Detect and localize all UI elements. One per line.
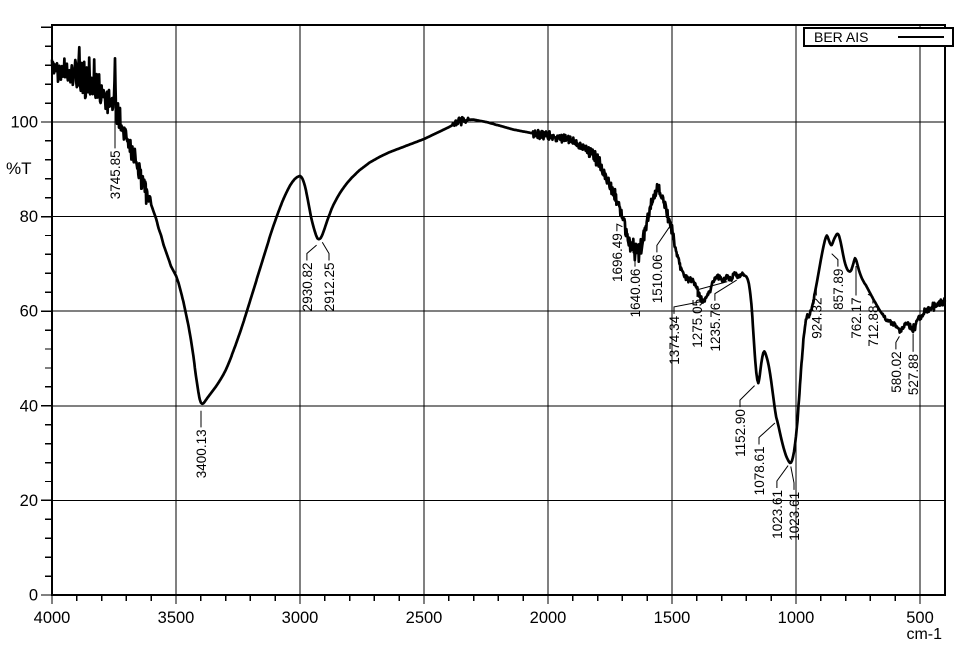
y-tick-label: 40 [20,397,38,415]
peak-label: 1275.05 [690,299,705,348]
y-tick-label: 60 [20,303,38,321]
peak-label: 1023.61 [787,492,802,541]
peak-leader-line [895,336,900,350]
peak-label: 2930.82 [300,263,315,312]
x-tick-label: 500 [906,609,934,627]
peak-label: 762.17 [849,298,864,339]
peak-label: 1510.06 [650,254,665,303]
y-tick-label: 100 [10,114,38,132]
peak-leader-line [616,223,623,232]
peak-label: 3400.13 [194,429,209,478]
peak-label: 712.88 [866,306,881,347]
peak-leader-line [831,253,839,267]
peak-label: 527.88 [906,354,921,395]
peak-leader-line [696,281,728,297]
peak-leader-line [714,279,737,301]
legend-series-label: BER AIS [814,29,869,45]
peak-label: 2912.25 [322,263,337,312]
x-tick-labels: 4000 3500 3000 2500 2000 1500 1000 500 [34,609,934,627]
axis-ticks [41,26,921,604]
x-tick-label: 2000 [530,609,567,627]
peak-label: 3745.85 [108,150,123,199]
peak-leader-line [758,422,776,445]
peak-leader-line [656,226,670,253]
y-tick-label: 80 [20,208,38,226]
peak-label: 580.02 [889,351,904,392]
x-axis-unit-label: cm-1 [906,626,942,643]
legend-line-sample-icon [898,36,944,38]
y-tick-label: 20 [20,492,38,510]
peak-label: 1078.61 [752,447,767,496]
peak-leader-line [790,466,795,490]
x-tick-label: 4000 [34,609,71,627]
peak-labels: 3745.85 3400.13 2930.82 2912.25 1696.491640.… [108,68,921,541]
peak-leader-line [739,385,755,408]
x-tick-label: 1000 [778,609,815,627]
peak-label: 924.32 [809,298,824,339]
peak-label: 857.89 [831,269,846,310]
peak-leader-line [776,465,789,488]
peak-leader-line [867,293,874,304]
legend: BER AIS [803,27,954,47]
peak-label: 1152.90 [733,409,748,457]
peak-leader-line [673,301,700,314]
peak-leader-line [306,244,317,261]
y-tick-labels: 0 20 40 60 80 100 [10,114,38,605]
x-tick-label: 3000 [282,609,319,627]
spectrum-curve [50,45,947,465]
peak-label: 1374.34 [667,315,682,364]
y-tick-label: 0 [29,587,38,605]
peak-leader-line [321,242,330,261]
x-tick-label: 1500 [654,609,691,627]
y-axis-unit-label: %T [6,159,32,178]
peak-label: 1023.61 [770,490,785,539]
x-tick-label: 2500 [406,609,443,627]
peak-label: 1696.49 [610,233,625,282]
peak-label: 1235.76 [708,303,723,352]
x-tick-label: 3500 [158,609,195,627]
gridlines [52,25,945,595]
peak-label: 1640.06 [628,269,643,318]
